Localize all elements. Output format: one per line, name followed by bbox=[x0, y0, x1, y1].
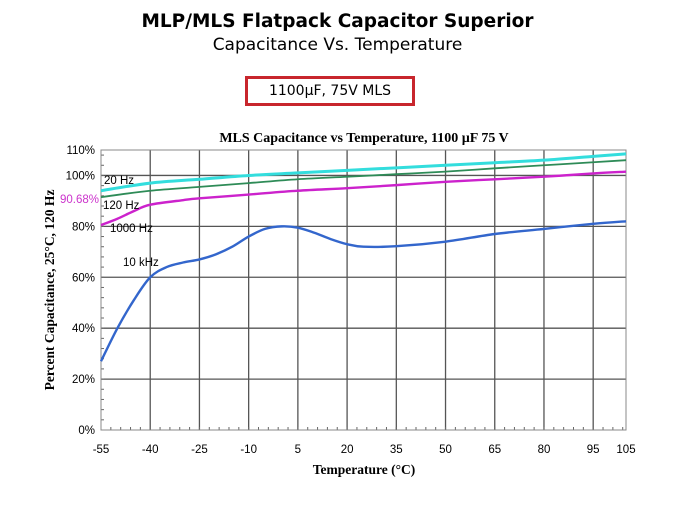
chart-title: MLS Capacitance vs Temperature, 1100 µF … bbox=[219, 131, 508, 146]
x-axis-label: Temperature (°C) bbox=[313, 462, 416, 477]
x-tick-label: 95 bbox=[587, 444, 600, 456]
x-tick-label: 35 bbox=[390, 444, 403, 456]
y-tick-label: 110% bbox=[66, 145, 95, 157]
slide-title: MLP/MLS Flatpack Capacitor Superior bbox=[141, 11, 534, 32]
x-tick-label: 50 bbox=[439, 444, 452, 456]
series-lines bbox=[99, 152, 627, 362]
x-tick-label: -40 bbox=[142, 444, 159, 456]
x-tick-label: -55 bbox=[93, 444, 110, 456]
y-tick-label: 20% bbox=[72, 374, 95, 386]
x-tick-label: -10 bbox=[240, 444, 257, 456]
x-tick-labels: -55 -40 -25 -10 5 20 35 50 65 80 95 105 bbox=[93, 444, 636, 456]
slide-subtitle: Capacitance Vs. Temperature bbox=[212, 35, 463, 55]
y-tick-label: 100% bbox=[66, 170, 95, 182]
series-label-1000-hz: 1000 Hz bbox=[110, 223, 153, 235]
series-label-10-khz: 10 kHz bbox=[123, 257, 159, 269]
series-label-20-hz: 20 Hz bbox=[104, 175, 134, 187]
series-line-120-hz bbox=[100, 159, 627, 198]
x-tick-label: 105 bbox=[616, 444, 635, 456]
x-tick-label: 80 bbox=[538, 444, 551, 456]
grid-lines bbox=[101, 150, 626, 430]
x-tick-label: 20 bbox=[341, 444, 354, 456]
y-tick-label: 40% bbox=[72, 323, 95, 335]
x-tick-label: 65 bbox=[488, 444, 501, 456]
x-tick-label: -25 bbox=[191, 444, 208, 456]
y-tick-label: 0% bbox=[78, 425, 95, 437]
y-tick-labels: 0% 20% 40% 60% 80% 100% 110% bbox=[66, 145, 95, 437]
y-tick-label: 60% bbox=[72, 272, 95, 284]
series-line-1000-hz bbox=[100, 170, 627, 227]
x-tick-label: 5 bbox=[295, 444, 301, 456]
series-label-120-hz: 120 Hz bbox=[103, 200, 140, 212]
part-badge: 1100µF, 75V MLS bbox=[245, 76, 415, 106]
y-axis-label: Percent Capacitance, 25°C, 120 Hz bbox=[42, 190, 57, 391]
series-line-10-khz bbox=[99, 220, 627, 362]
plot-frame bbox=[100, 149, 627, 431]
y-tick-label: 80% bbox=[72, 221, 95, 233]
series-line-20-hz bbox=[100, 152, 627, 193]
series-labels: 20 Hz 120 Hz 1000 Hz 10 kHz 90.68% bbox=[60, 175, 159, 269]
annotation-90-68: 90.68% bbox=[60, 194, 99, 206]
